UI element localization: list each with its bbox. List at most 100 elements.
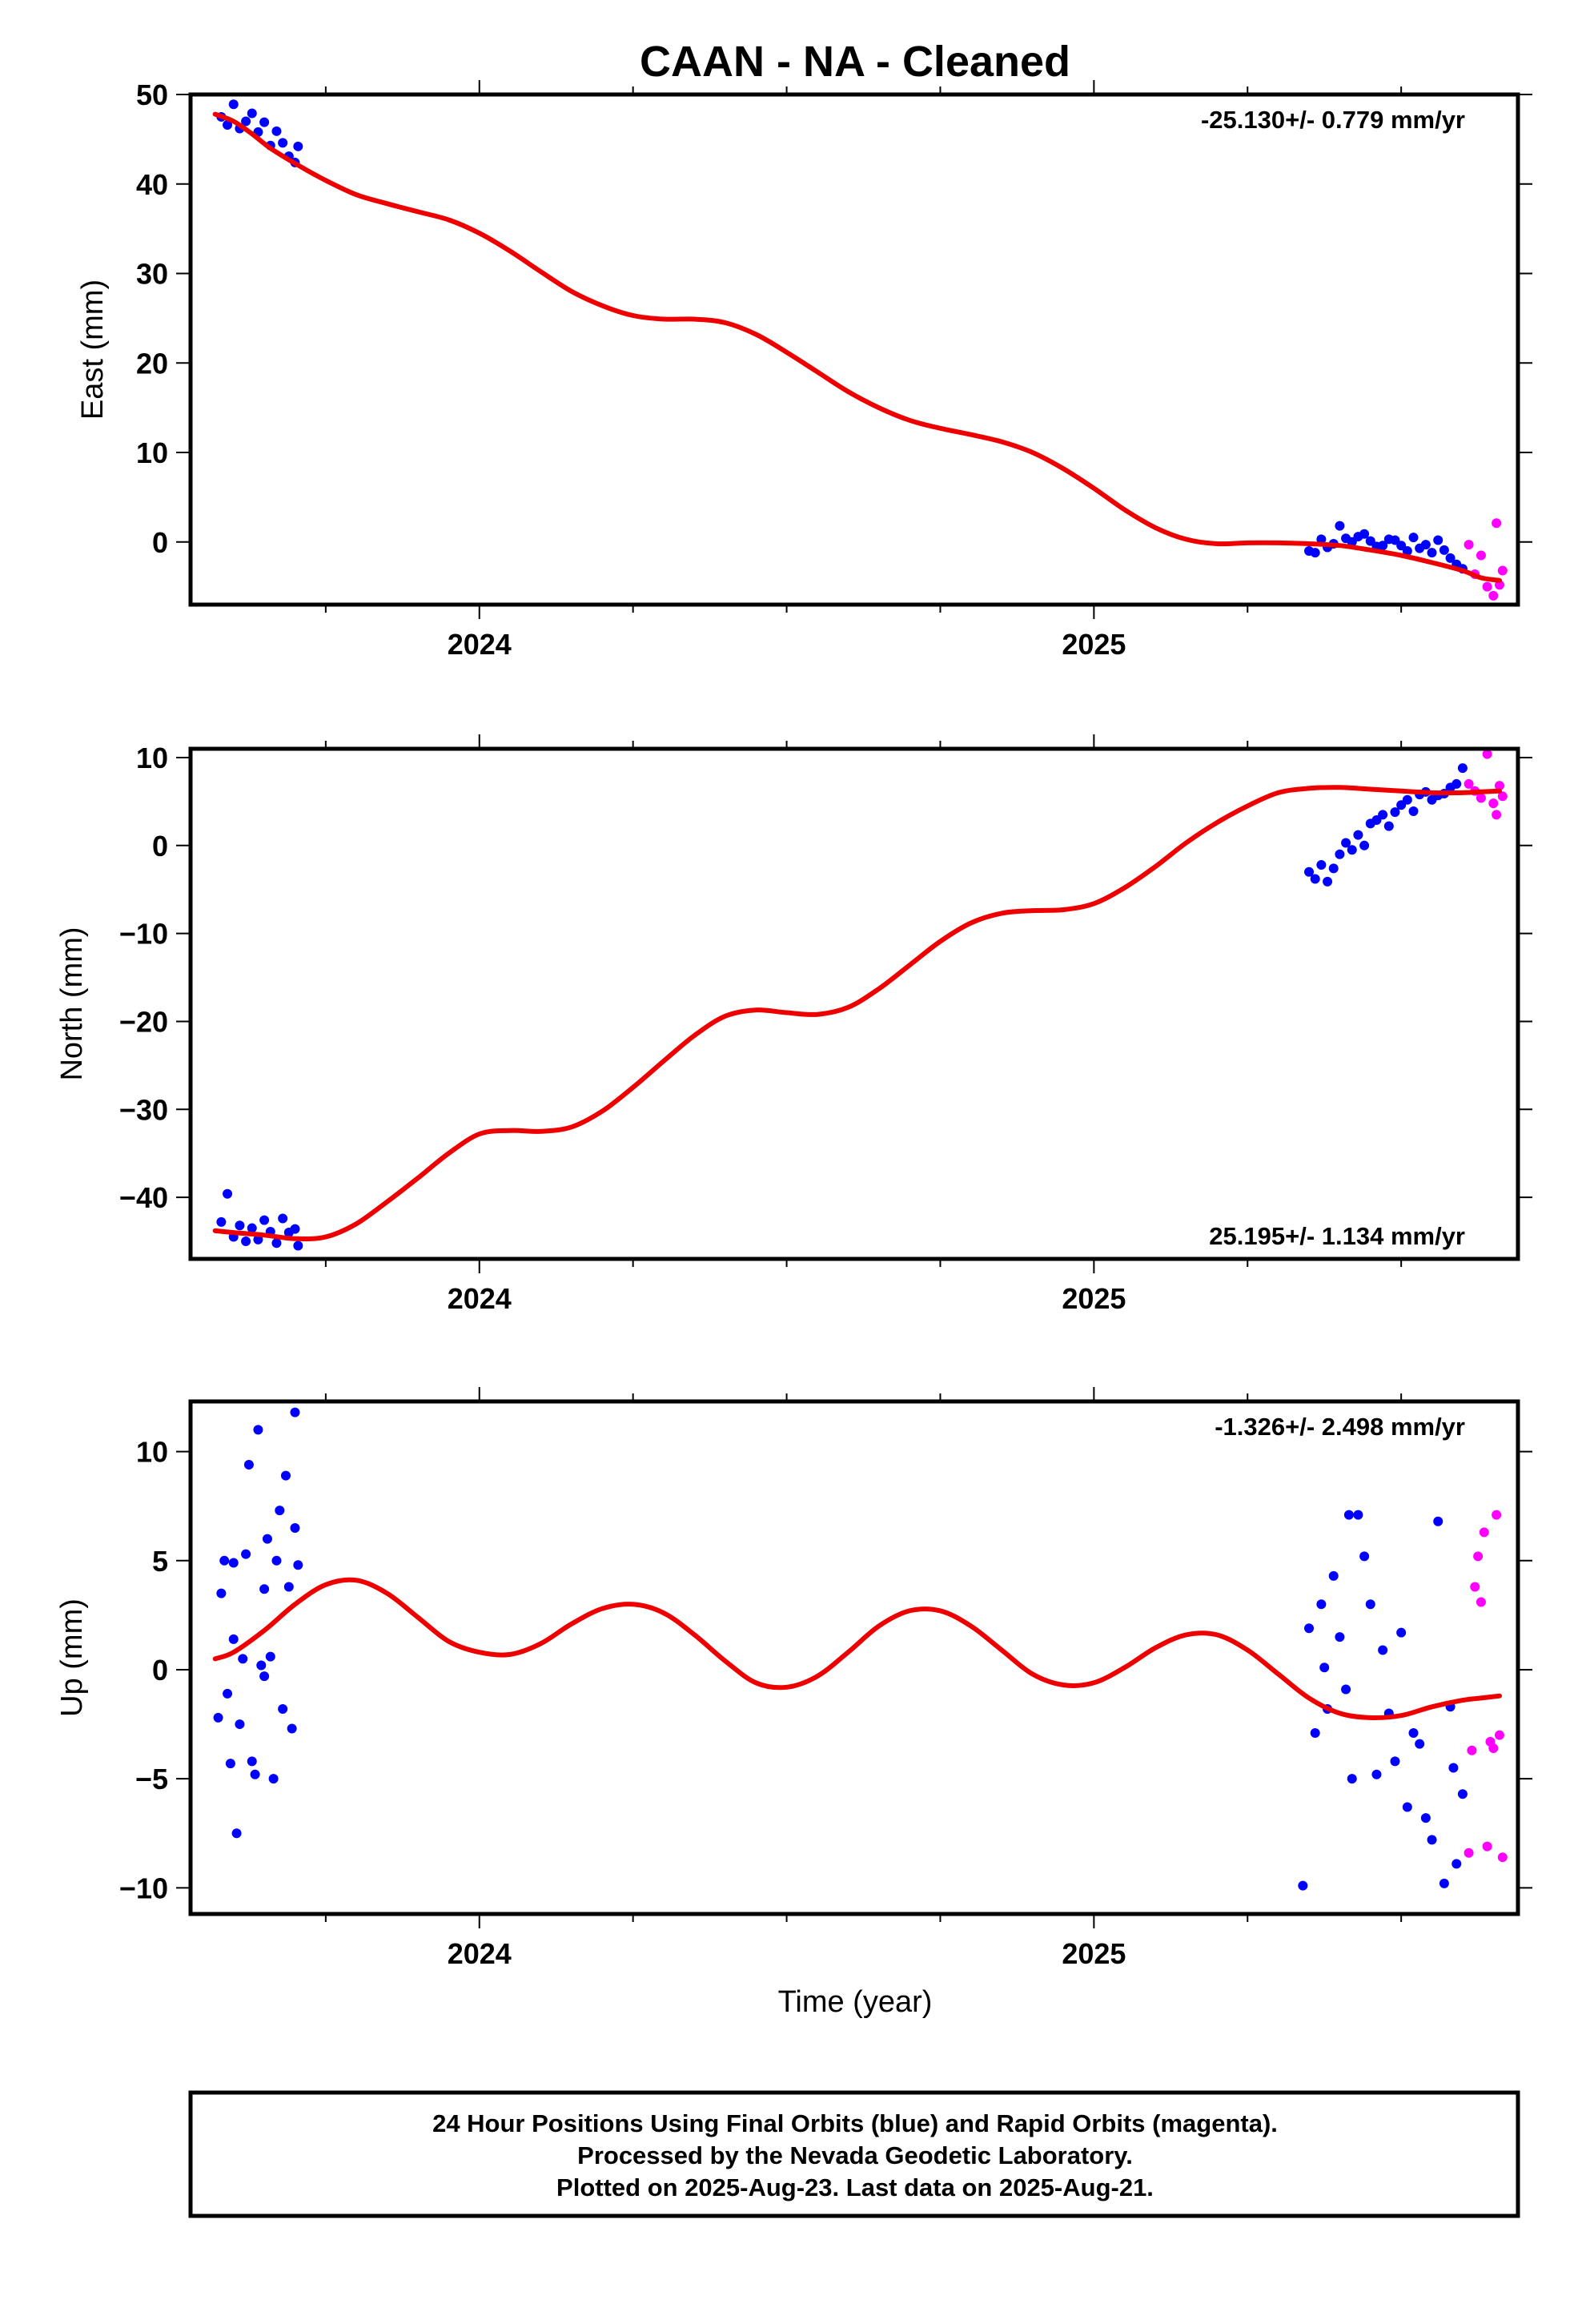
rapid-orbit-point	[1482, 749, 1492, 759]
final-orbit-point	[223, 1188, 233, 1199]
rapid-orbit-point	[1476, 550, 1486, 561]
footer-line: 24 Hour Positions Using Final Orbits (bl…	[432, 2109, 1278, 2137]
rapid-orbit-point	[1464, 778, 1474, 789]
final-orbit-point	[1427, 1835, 1437, 1845]
final-orbit-point	[1371, 1769, 1382, 1779]
final-orbit-point	[1439, 1878, 1449, 1888]
rapid-orbit-point	[1494, 781, 1504, 791]
final-orbit-point	[247, 108, 257, 119]
final-orbit-point	[1335, 849, 1345, 859]
y-axis-label: Up (mm)	[55, 1598, 89, 1717]
y-tick-label: 10	[136, 436, 168, 469]
final-orbit-point	[259, 1671, 270, 1682]
final-orbit-point	[1433, 1516, 1443, 1526]
rapid-orbit-point	[1479, 1527, 1489, 1538]
model-fit-line	[212, 785, 1502, 1242]
x-tick-label: 2025	[1062, 1282, 1126, 1315]
final-orbit-point	[1353, 830, 1363, 840]
x-axis-label: Time (year)	[778, 1985, 933, 2019]
final-orbit-point	[1402, 794, 1412, 805]
final-orbit-point	[1378, 810, 1388, 820]
final-orbit-point	[225, 1759, 235, 1769]
final-orbit-point	[1341, 838, 1351, 848]
final-orbit-point	[250, 1769, 260, 1779]
final-orbit-point	[228, 99, 239, 110]
final-orbit-point	[216, 1216, 227, 1227]
plot-frame	[188, 746, 1520, 1261]
final-orbit-point	[231, 1828, 242, 1839]
final-orbit-point	[1304, 1623, 1315, 1634]
final-orbit-point	[293, 1560, 303, 1570]
final-orbit-point	[271, 126, 282, 136]
final-orbit-point	[1433, 535, 1443, 545]
y-tick-label: 10	[136, 742, 168, 774]
final-orbit-point	[1365, 1599, 1375, 1610]
final-orbit-point	[1448, 1763, 1459, 1773]
y-tick-label: 20	[136, 347, 168, 380]
rapid-orbit-point	[1476, 1597, 1486, 1607]
footer-frame	[188, 2090, 1520, 2218]
final-orbit-point	[1316, 859, 1327, 870]
footer-box: 24 Hour Positions Using Final Orbits (bl…	[188, 2090, 1520, 2218]
y-tick-label: 50	[136, 78, 168, 111]
final-orbit-point	[228, 1558, 239, 1568]
y-tick-label: 0	[152, 830, 168, 862]
rapid-orbit-point	[1482, 1841, 1492, 1852]
y-axis-label: North (mm)	[55, 927, 89, 1080]
rapid-orbit-point	[1476, 793, 1486, 803]
final-orbit-point	[1457, 763, 1468, 774]
final-orbit-point	[278, 1213, 288, 1224]
final-orbit-point	[259, 117, 270, 127]
y-tick-label: 10	[136, 1436, 168, 1469]
rapid-orbit-point	[1492, 1510, 1502, 1520]
x-tick-label: 2025	[1062, 628, 1126, 661]
final-orbit-point	[1457, 1789, 1468, 1799]
rapid-orbit-point	[1464, 540, 1474, 550]
y-tick-label: 0	[152, 1654, 168, 1687]
y-tick-label: 30	[136, 258, 168, 291]
rapid-orbit-point	[1492, 810, 1502, 820]
final-orbit-point	[1347, 845, 1357, 855]
final-orbit-point	[1310, 874, 1320, 884]
final-orbit-point	[259, 1215, 270, 1225]
final-orbit-point	[1347, 1774, 1357, 1784]
rapid-orbit-point	[1464, 1848, 1474, 1858]
x-tick-label: 2025	[1062, 1937, 1126, 1970]
y-tick-label: 5	[152, 1545, 168, 1578]
final-orbit-point	[256, 1660, 267, 1671]
rapid-orbit-point	[1470, 1582, 1480, 1592]
final-orbit-point	[275, 1506, 285, 1516]
final-orbit-point	[219, 1555, 230, 1566]
final-orbit-point	[1298, 1880, 1308, 1891]
final-orbit-point	[247, 1223, 257, 1233]
plot-frame	[188, 1399, 1520, 1916]
panel-east: 2024 2025 0 10 20 30 40 50 East (mm) -25.130+/- 0…	[76, 78, 1532, 661]
final-orbit-point	[1408, 533, 1419, 543]
y-tick-label: −20	[119, 1005, 168, 1038]
rapid-orbit-point	[1494, 1730, 1504, 1740]
final-orbit-point	[1310, 548, 1320, 558]
final-orbit-point	[1341, 1684, 1351, 1695]
final-orbit-point	[223, 1688, 233, 1699]
rapid-orbit-point	[1488, 1743, 1499, 1754]
chart-title: CAAN - NA - Cleaned	[640, 38, 1070, 86]
panel-north: 2024 2025 −40 −30 −20 −10 0 10 North (mm) 25.195+…	[55, 734, 1532, 1315]
final-orbit-point	[271, 1555, 282, 1566]
rapid-orbit-point	[1497, 565, 1508, 576]
final-orbit-point	[259, 1584, 270, 1594]
final-orbit-point	[1402, 1802, 1412, 1812]
final-orbit-point	[1319, 1663, 1330, 1673]
rapid-orbit-point	[1473, 1551, 1484, 1562]
panel-up: 2024 2025 −10 −5 0 5 10 Up (mm) -1.326+/- 2.498 …	[55, 1387, 1532, 2019]
final-orbit-point	[293, 141, 303, 151]
final-orbit-point	[243, 1459, 254, 1470]
rapid-orbit-point	[1497, 1852, 1508, 1863]
final-orbit-point	[1408, 1727, 1419, 1738]
x-tick-label: 2024	[448, 1282, 512, 1315]
plot-area	[212, 1407, 1508, 1891]
final-orbit-point	[1359, 840, 1370, 850]
final-orbit-point	[235, 1719, 245, 1730]
final-orbit-point	[1415, 1739, 1425, 1749]
final-orbit-point	[1359, 1551, 1370, 1562]
final-orbit-point	[1390, 1756, 1400, 1767]
